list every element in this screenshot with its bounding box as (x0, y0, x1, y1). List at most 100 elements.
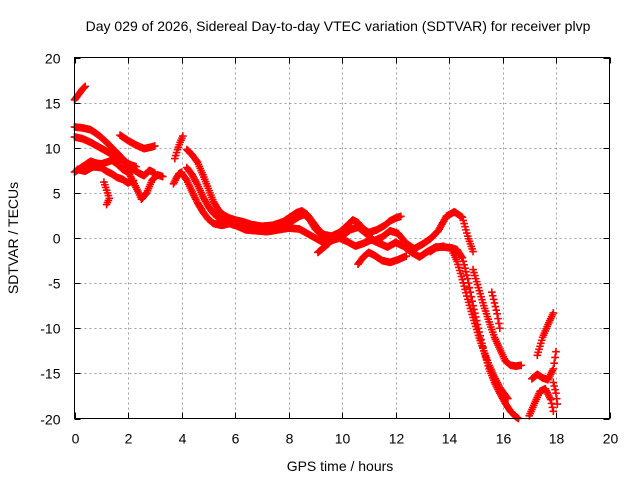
series-track-q (354, 248, 410, 268)
data-point (488, 291, 497, 300)
y-tick-label: -20 (40, 412, 60, 428)
data-point (535, 345, 543, 354)
data-point (172, 148, 181, 157)
data-point (537, 339, 545, 348)
data-point (460, 260, 468, 269)
data-point (548, 403, 557, 412)
data-point (553, 400, 562, 408)
data-point (471, 322, 480, 331)
data-point (81, 82, 89, 91)
series-track-m (447, 245, 512, 403)
data-point (462, 288, 470, 297)
data-point (472, 277, 481, 286)
y-tick-label: 5 (53, 186, 61, 202)
data-point (461, 285, 469, 294)
y-tick-label: -10 (40, 321, 60, 337)
data-point (464, 298, 473, 307)
data-point (478, 295, 486, 304)
data-point (491, 302, 500, 311)
data-point (458, 254, 467, 262)
data-point (324, 239, 333, 248)
data-point (158, 172, 167, 181)
data-point (549, 378, 558, 387)
data-point (463, 271, 471, 279)
data-point (459, 216, 468, 225)
data-point (466, 304, 475, 313)
data-point (536, 342, 544, 351)
data-point (470, 316, 478, 325)
data-point (537, 336, 546, 345)
data-point (462, 226, 470, 234)
data-point (475, 286, 484, 295)
data-point (402, 252, 410, 260)
data-point (496, 324, 504, 333)
series-track-s (525, 384, 558, 420)
y-tick-label: -5 (48, 276, 61, 292)
data-point (479, 298, 487, 307)
x-tick-label: 12 (389, 431, 405, 447)
data-points (70, 82, 562, 423)
data-point (397, 212, 405, 221)
axis-ticks: 0 2 4 6 8 10 12 14 16 18 20 -20 -15 -10 -5 0 5 10 15 20 (40, 51, 618, 447)
data-point (454, 260, 462, 269)
series-track-p (314, 239, 333, 257)
data-point (463, 274, 472, 283)
data-point (460, 219, 468, 228)
data-point (453, 257, 461, 266)
data-point (455, 266, 464, 275)
data-point (546, 395, 555, 404)
series-track-u (533, 309, 558, 360)
data-point (458, 275, 467, 284)
data-point (471, 271, 479, 280)
series-track-t (528, 347, 560, 384)
chart-title: Day 029 of 2026, Sidereal Day-to-day VTE… (86, 18, 591, 34)
x-axis-label: GPS time / hours (287, 458, 394, 474)
data-point (471, 319, 479, 328)
x-tick-label: 2 (125, 431, 133, 447)
x-tick-label: 14 (442, 431, 458, 447)
y-tick-label: -15 (40, 366, 60, 382)
data-point (458, 213, 467, 222)
data-point (179, 132, 187, 140)
data-point (470, 268, 478, 277)
data-point (493, 310, 501, 318)
data-point (171, 151, 180, 160)
x-tick-label: 6 (232, 431, 240, 447)
data-point (465, 301, 474, 310)
data-point (469, 265, 477, 274)
data-point (494, 314, 502, 323)
data-point (463, 292, 471, 300)
data-point (102, 200, 111, 209)
data-point (463, 229, 471, 237)
data-point (150, 142, 159, 150)
data-point (488, 288, 496, 296)
data-point (468, 310, 476, 319)
y-tick-label: 10 (45, 141, 61, 157)
y-tick-label: 0 (53, 231, 61, 247)
data-point (551, 353, 559, 362)
series-track-r (426, 242, 448, 256)
data-point (490, 299, 499, 307)
data-point (517, 361, 526, 370)
series-track-o (488, 288, 504, 333)
series-track-h (171, 132, 187, 163)
series-track-n (469, 265, 526, 370)
data-point (474, 283, 483, 292)
series-track-e (73, 162, 138, 187)
data-point (80, 83, 89, 92)
y-tick-label: 15 (45, 96, 61, 112)
data-point (461, 264, 469, 273)
data-point (550, 359, 559, 367)
data-point (150, 169, 159, 177)
series-track-g (116, 131, 159, 153)
series-track-v (549, 378, 562, 408)
data-point (459, 257, 468, 266)
data-point (504, 394, 512, 403)
data-point (463, 295, 472, 304)
data-point (460, 282, 468, 290)
data-point (465, 283, 474, 292)
x-tick-label: 16 (496, 431, 512, 447)
data-point (534, 348, 542, 357)
x-tick-label: 18 (549, 431, 565, 447)
data-point (549, 309, 558, 317)
